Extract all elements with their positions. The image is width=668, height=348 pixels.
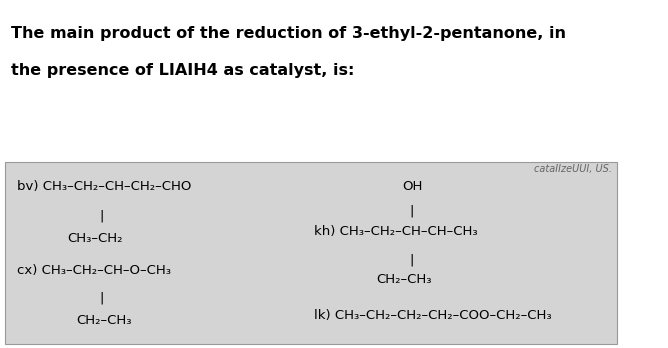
Text: bv) CH₃–CH₂–CH–CH₂–CHO: bv) CH₃–CH₂–CH–CH₂–CHO (17, 180, 191, 193)
Text: |: | (100, 292, 104, 305)
Text: |: | (100, 210, 104, 223)
Text: cx) CH₃–CH₂–CH–O–CH₃: cx) CH₃–CH₂–CH–O–CH₃ (17, 264, 171, 277)
Text: cataIIzeUUI, US.: cataIIzeUUI, US. (534, 164, 612, 174)
Text: kh) CH₃–CH₂–CH–CH–CH₃: kh) CH₃–CH₂–CH–CH–CH₃ (315, 225, 478, 238)
Text: CH₃–CH₂: CH₃–CH₂ (67, 232, 122, 245)
Text: |: | (409, 205, 413, 218)
Text: The main product of the reduction of 3-ethyl-2-pentanone, in: The main product of the reduction of 3-e… (11, 26, 566, 41)
Text: OH: OH (402, 180, 422, 193)
FancyBboxPatch shape (5, 162, 617, 344)
Text: CH₂–CH₃: CH₂–CH₃ (376, 273, 432, 286)
Text: |: | (409, 253, 413, 266)
Text: lk) CH₃–CH₂–CH₂–CH₂–COO–CH₂–CH₃: lk) CH₃–CH₂–CH₂–CH₂–COO–CH₂–CH₃ (315, 309, 552, 322)
Text: the presence of LIAIH4 as catalyst, is:: the presence of LIAIH4 as catalyst, is: (11, 63, 355, 78)
Text: CH₂–CH₃: CH₂–CH₃ (76, 314, 132, 327)
